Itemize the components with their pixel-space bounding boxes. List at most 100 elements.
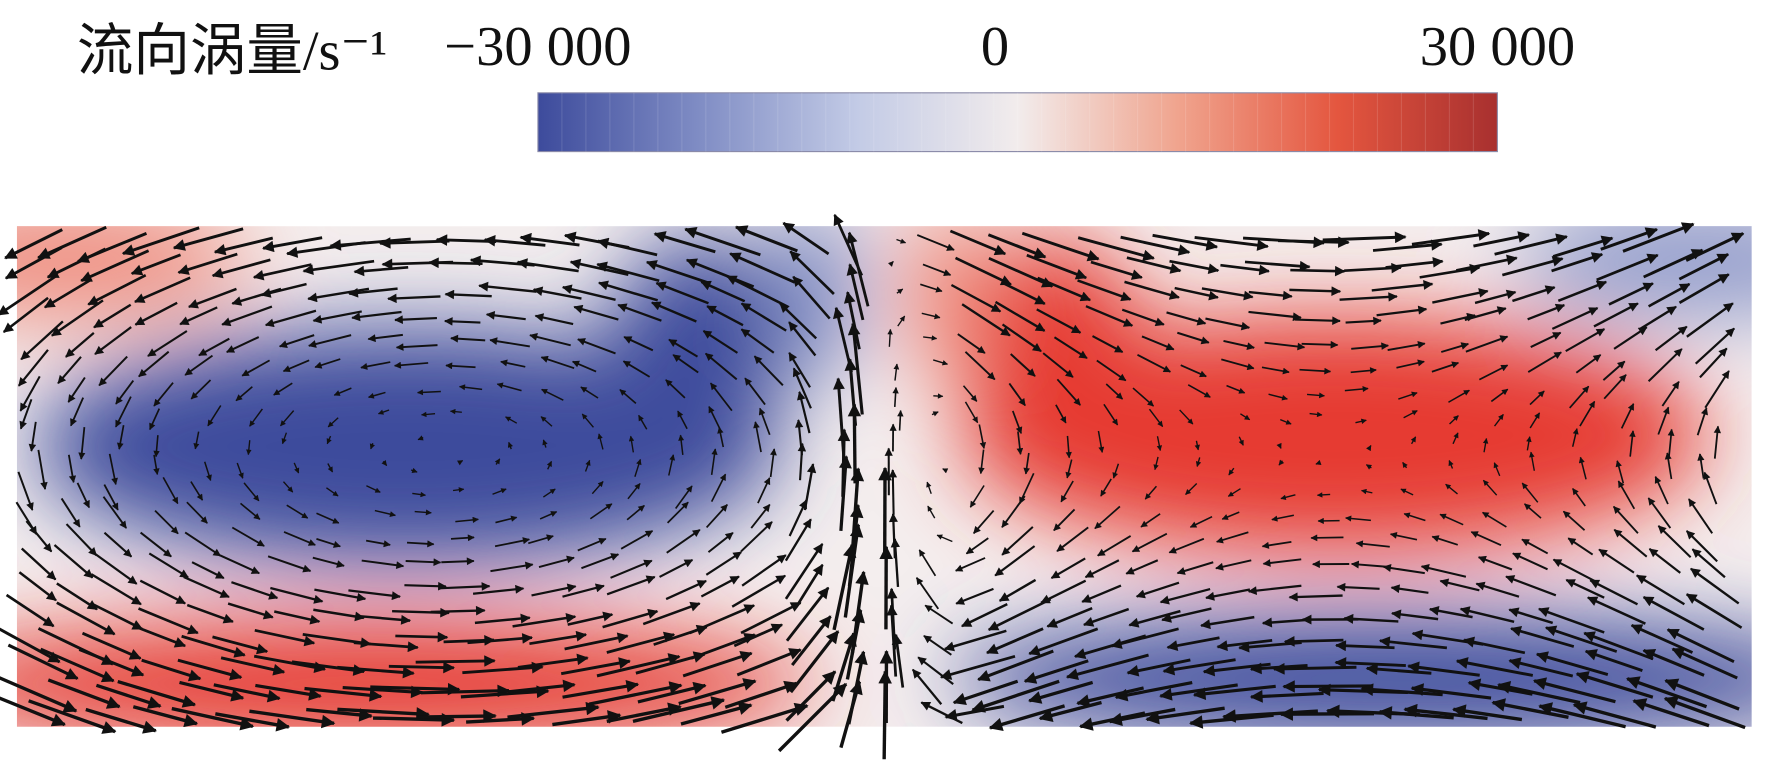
vector-arrow: [1097, 535, 1132, 557]
vector-arrow: [115, 379, 135, 405]
vector-arrow: [308, 334, 352, 348]
vector-arrow: [1166, 311, 1207, 326]
vector-arrow: [1664, 452, 1673, 480]
vector-arrow: [922, 263, 952, 277]
vector-arrow: [377, 409, 390, 415]
vector-arrow: [1272, 662, 1357, 675]
vector-arrow: [37, 449, 48, 490]
vector-arrow: [98, 355, 128, 387]
vector-arrow: [149, 408, 161, 431]
vector-arrow: [65, 523, 98, 557]
vector-arrow: [655, 281, 709, 305]
vector-arrow: [1096, 359, 1127, 382]
vector-arrow: [1690, 567, 1740, 605]
vector-arrow: [40, 647, 115, 683]
vector-arrow: [1615, 460, 1625, 484]
vector-arrow: [507, 441, 513, 450]
vector-arrow: [561, 284, 616, 301]
vector-arrow: [1065, 459, 1073, 479]
vector-arrow: [1477, 555, 1513, 571]
vector-arrow: [642, 601, 701, 626]
vector-arrow: [1640, 305, 1677, 330]
colorbar-tick-label: 0: [981, 16, 1009, 78]
vector-arrow: [1174, 286, 1219, 301]
vector-arrow: [1402, 461, 1408, 469]
vector-arrow: [529, 630, 588, 645]
vector-arrow: [1589, 579, 1639, 606]
vector-arrow: [957, 333, 986, 354]
vector-arrow: [1524, 503, 1542, 519]
vector-arrow: [132, 705, 199, 728]
vector-arrow: [193, 431, 200, 450]
vector-arrow: [191, 561, 225, 580]
vector-arrow: [1195, 457, 1202, 467]
vector-arrow: [405, 558, 442, 566]
vector-arrow: [1478, 364, 1509, 381]
vector-arrow: [665, 379, 686, 399]
vector-arrow: [788, 499, 808, 537]
vector-arrow: [516, 258, 579, 273]
vector-arrow: [450, 534, 475, 542]
vector-arrow: [1493, 414, 1504, 427]
vector-arrow: [580, 386, 599, 399]
vector-arrow: [1508, 607, 1554, 625]
vector-arrow: [534, 313, 574, 326]
vector-arrow: [1065, 653, 1149, 681]
vector-arrow: [60, 497, 81, 528]
vector-arrow: [709, 382, 733, 412]
vector-arrow: [1691, 548, 1726, 579]
vector-arrow: [1205, 588, 1251, 601]
vector-arrow: [18, 571, 57, 602]
vector-arrow: [539, 511, 558, 520]
vector-arrow: [1551, 307, 1599, 330]
vector-arrow: [7, 643, 79, 680]
vector-arrow: [1355, 540, 1390, 548]
vector-arrow: [1452, 704, 1523, 722]
vector-arrow: [552, 710, 622, 727]
vector-arrow: [500, 359, 526, 368]
vector-arrow: [977, 649, 1054, 682]
vector-arrow: [736, 648, 802, 677]
vector-arrow: [1390, 609, 1439, 621]
vector-arrow: [293, 462, 300, 474]
vector-arrow: [789, 630, 840, 694]
vector-arrow: [597, 280, 659, 302]
vector-arrow: [1216, 531, 1249, 544]
vector-arrow: [1657, 525, 1692, 558]
vector-arrow: [387, 293, 441, 304]
vector-arrow: [1538, 702, 1626, 729]
vector-arrow: [148, 552, 189, 579]
vector-arrow: [65, 332, 95, 358]
vector-arrow: [519, 232, 580, 247]
vector-arrow: [634, 458, 642, 477]
vector-arrow: [666, 529, 701, 554]
vector-arrow: [1271, 514, 1295, 522]
vector-arrow: [896, 288, 904, 295]
vector-arrow: [1345, 515, 1371, 522]
vector-arrow: [1567, 537, 1594, 556]
vector-arrow: [316, 538, 341, 548]
vector-arrow: [177, 658, 243, 681]
vector-arrow: [1108, 707, 1176, 727]
vector-arrow: [1002, 281, 1046, 305]
vector-arrow: [78, 648, 145, 677]
vector-arrow: [241, 359, 271, 377]
vector-arrow: [1482, 479, 1498, 496]
vector-arrow: [950, 283, 1002, 313]
vector-arrow: [1636, 574, 1685, 606]
vector-arrow: [25, 520, 53, 553]
vector-arrow: [17, 471, 34, 511]
vector-arrow: [1365, 663, 1432, 676]
vector-arrow: [394, 315, 437, 324]
vector-arrow: [1299, 367, 1332, 375]
vector-arrow: [744, 377, 766, 406]
vector-arrow: [1569, 385, 1590, 409]
vector-arrow: [1403, 410, 1418, 419]
colorbar-label: 流向涡量/s⁻¹: [77, 21, 387, 83]
vector-arrow: [1462, 636, 1526, 655]
vector-arrow: [333, 387, 352, 396]
vector-arrow: [171, 706, 255, 731]
vector-arrow: [1125, 559, 1159, 575]
vector-arrow: [596, 237, 658, 257]
